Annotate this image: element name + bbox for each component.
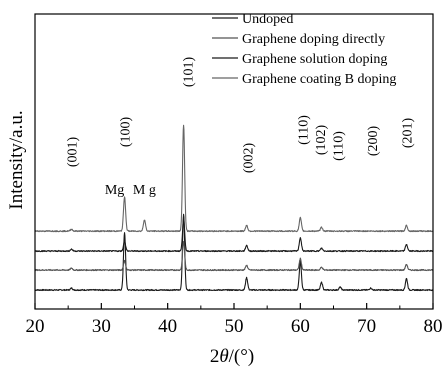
x-axis-label: 2θ/(°) [210, 346, 254, 367]
peak-label: (100) [119, 117, 134, 148]
series-line-1 [34, 213, 434, 292]
series-line-3 [34, 218, 434, 253]
series-line-4 [34, 124, 434, 233]
x-tick-label: 30 [92, 316, 111, 337]
x-tick-label: 40 [158, 316, 177, 337]
peak-label: (110) [296, 115, 311, 145]
annotation-layer: (001) (100) Mg M g (101) (002) (110) (102) (110)… [66, 57, 416, 198]
legend-label: Graphene doping directly [242, 32, 385, 47]
x-tick-layer: 20 30 40 50 60 70 80 [26, 303, 443, 337]
x-tick-label: 60 [291, 316, 310, 337]
series-line-2 [34, 240, 434, 272]
peak-label: (001) [66, 137, 81, 168]
phase-label: M g [133, 183, 156, 198]
peak-label: (200) [366, 126, 381, 157]
peak-label: (002) [241, 143, 256, 174]
legend-label: Graphene solution doping [242, 52, 387, 67]
x-tick-label: 20 [26, 316, 45, 337]
peak-label: (101) [182, 57, 197, 88]
legend: Undoped Graphene doping directly Graphene … [212, 12, 396, 87]
peak-label: (201) [401, 118, 416, 149]
series-layer [34, 124, 434, 292]
legend-label: Graphene coating B doping [242, 72, 396, 87]
x-tick-label: 50 [225, 316, 244, 337]
y-axis-label: Intensity/a.u. [6, 110, 27, 209]
x-tick-label: 70 [357, 316, 376, 337]
peak-label: (110) [332, 131, 347, 161]
peak-label: (102) [314, 125, 329, 156]
legend-label: Undoped [242, 12, 293, 27]
phase-label: Mg [105, 183, 124, 198]
x-tick-label: 80 [424, 316, 443, 337]
